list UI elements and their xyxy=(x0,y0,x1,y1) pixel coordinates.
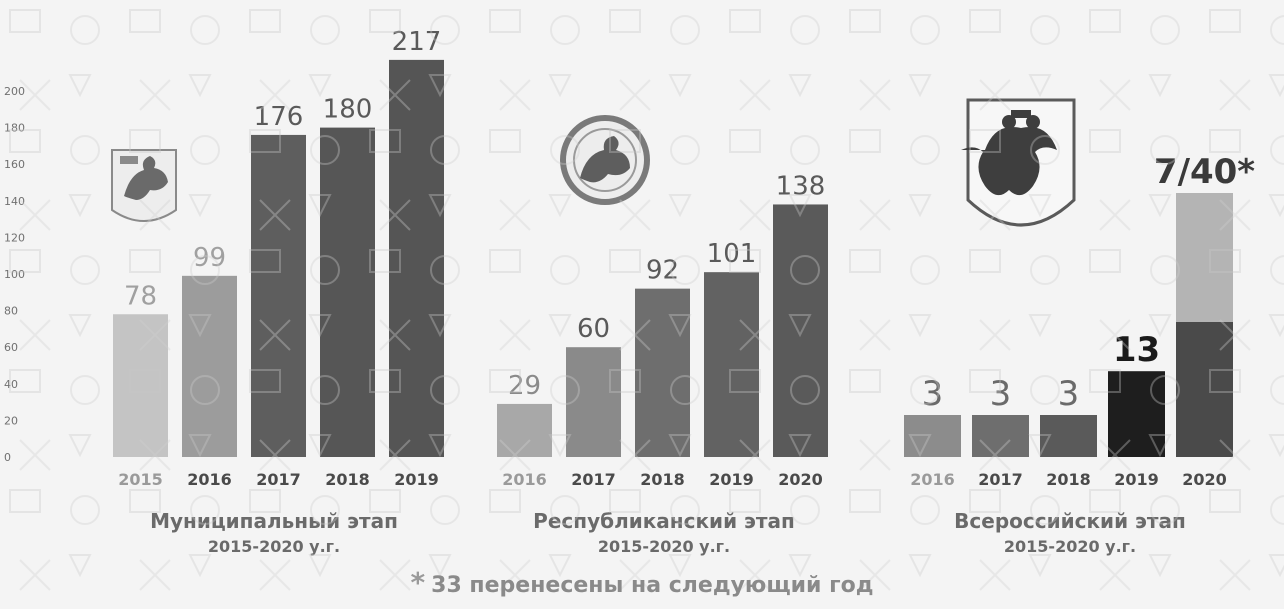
footnote-text: 33 перенесены на следующий год xyxy=(431,573,874,598)
footnote-star: * xyxy=(410,566,426,599)
footnote: * 33 перенесены на следующий год xyxy=(0,566,1284,599)
